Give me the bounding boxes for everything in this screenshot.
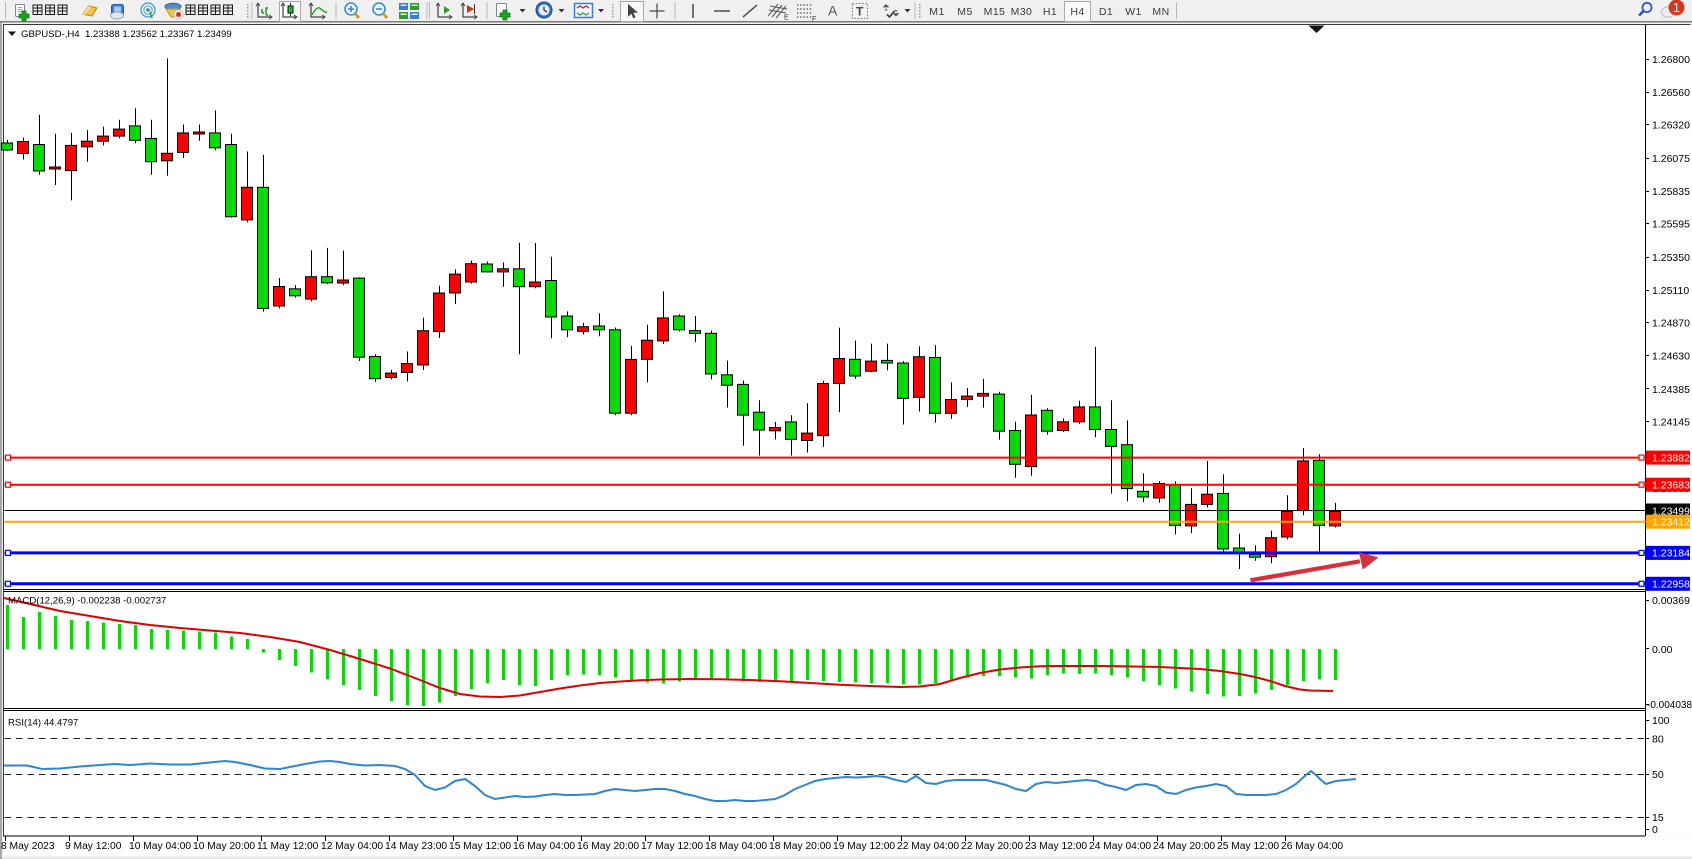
svg-text:50: 50 — [1652, 769, 1664, 781]
svg-text:GBPUSD-,H4 1.23388 1.23562 1.: GBPUSD-,H4 1.23388 1.23562 1.23367 1.234… — [21, 29, 232, 40]
svg-text:E: E — [784, 15, 789, 22]
svg-text:1.25595: 1.25595 — [1652, 219, 1690, 231]
svg-text:1.26560: 1.26560 — [1652, 87, 1690, 99]
svg-text:W1: W1 — [1125, 6, 1142, 18]
svg-text:9 May 12:00: 9 May 12:00 — [65, 841, 122, 852]
svg-text:24 May 20:00: 24 May 20:00 — [1153, 841, 1215, 852]
svg-text:0.00: 0.00 — [1652, 644, 1673, 656]
svg-text:1.24630: 1.24630 — [1652, 350, 1690, 362]
svg-text:1.24870: 1.24870 — [1652, 318, 1690, 330]
svg-text:F: F — [812, 16, 816, 23]
svg-text:1.23499: 1.23499 — [1652, 505, 1690, 517]
svg-text:24 May 04:00: 24 May 04:00 — [1089, 841, 1151, 852]
svg-text:M30: M30 — [1011, 6, 1033, 18]
svg-text:18 May 04:00: 18 May 04:00 — [705, 841, 767, 852]
svg-text:10 May 20:00: 10 May 20:00 — [193, 841, 255, 852]
svg-text:0.00369: 0.00369 — [1652, 595, 1690, 607]
svg-text:16 May 20:00: 16 May 20:00 — [577, 841, 639, 852]
svg-text:22 May 20:00: 22 May 20:00 — [961, 841, 1023, 852]
svg-text:1.25350: 1.25350 — [1652, 252, 1690, 264]
svg-text:8 May 2023: 8 May 2023 — [1, 841, 55, 852]
svg-text:1.23683: 1.23683 — [1652, 480, 1690, 492]
svg-text:1.24145: 1.24145 — [1652, 417, 1690, 429]
svg-text:18 May 20:00: 18 May 20:00 — [769, 841, 831, 852]
svg-text:16 May 04:00: 16 May 04:00 — [513, 841, 575, 852]
svg-text:80: 80 — [1652, 734, 1664, 746]
svg-text:1.26075: 1.26075 — [1652, 153, 1690, 165]
svg-text:1.25110: 1.25110 — [1652, 285, 1689, 297]
svg-text:22 May 04:00: 22 May 04:00 — [897, 841, 959, 852]
svg-text:25 May 12:00: 25 May 12:00 — [1217, 841, 1279, 852]
svg-text:15: 15 — [1652, 812, 1664, 824]
svg-text:-0.004038: -0.004038 — [1647, 700, 1692, 711]
svg-text:1.25835: 1.25835 — [1652, 186, 1690, 198]
svg-text:M15: M15 — [984, 6, 1006, 18]
svg-text:19 May 12:00: 19 May 12:00 — [833, 841, 895, 852]
svg-text:1: 1 — [1673, 1, 1680, 15]
svg-text:12 May 04:00: 12 May 04:00 — [321, 841, 383, 852]
svg-text:MACD(12,26,9) -0.002238 -0.002: MACD(12,26,9) -0.002238 -0.002737 — [8, 596, 166, 607]
svg-text:D1: D1 — [1099, 6, 1113, 18]
svg-text:17 May 12:00: 17 May 12:00 — [641, 841, 703, 852]
svg-text:M1: M1 — [929, 6, 944, 18]
svg-text:A: A — [828, 3, 838, 19]
svg-text:26 May 04:00: 26 May 04:00 — [1281, 841, 1343, 852]
svg-text:1.23412: 1.23412 — [1652, 517, 1690, 529]
svg-text:T: T — [856, 5, 864, 19]
svg-text:1.24385: 1.24385 — [1652, 384, 1690, 396]
svg-text:H1: H1 — [1043, 6, 1057, 18]
svg-text:10 May 04:00: 10 May 04:00 — [129, 841, 191, 852]
svg-text:H4: H4 — [1070, 6, 1084, 18]
svg-text:15 May 12:00: 15 May 12:00 — [449, 841, 511, 852]
svg-text:1.26320: 1.26320 — [1652, 120, 1690, 132]
svg-text:1.22958: 1.22958 — [1652, 579, 1690, 591]
svg-text:14 May 23:00: 14 May 23:00 — [385, 841, 447, 852]
svg-text:RSI(14) 44.4797: RSI(14) 44.4797 — [8, 718, 78, 729]
svg-text:M5: M5 — [957, 6, 972, 18]
svg-text:100: 100 — [1652, 715, 1670, 727]
svg-text:1.23184: 1.23184 — [1652, 548, 1690, 560]
svg-text:23 May 12:00: 23 May 12:00 — [1025, 841, 1087, 852]
svg-text:1.23882: 1.23882 — [1652, 452, 1690, 464]
svg-text:11 May 12:00: 11 May 12:00 — [257, 841, 319, 852]
svg-text:MN: MN — [1152, 6, 1169, 18]
svg-text:1.26800: 1.26800 — [1652, 54, 1690, 66]
svg-text:0: 0 — [1652, 824, 1658, 836]
